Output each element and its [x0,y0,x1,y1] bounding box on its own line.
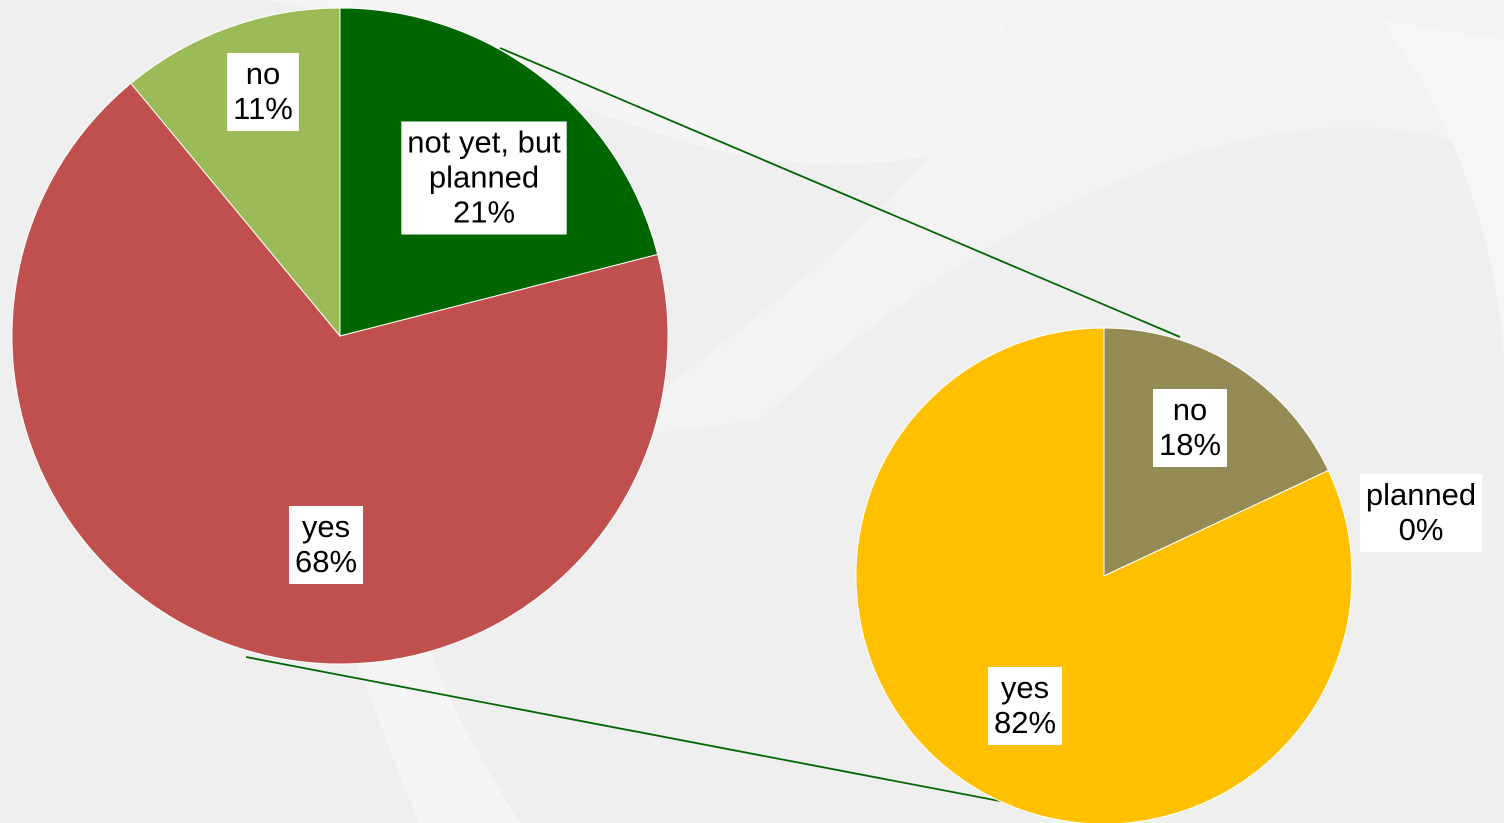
connector-line-top [499,47,1181,338]
slice-value-label: 0% [1399,512,1444,547]
primary-pie-slice-yes [11,82,669,665]
slice-category-label: planned [429,160,539,195]
slice-value-label: 21% [453,195,515,230]
slice-value-label: 11% [233,91,293,126]
slice-value-label: 82% [994,705,1056,740]
slice-value-label: 68% [295,544,357,579]
slice-value-label: 18% [1159,427,1221,462]
connector-line-bottom [245,656,1011,804]
slice-category-label: yes [1001,670,1049,705]
slice-category-label: yes [302,509,350,544]
secondary-pie-slice-yes [855,327,1353,823]
slice-category-label: no [246,56,280,91]
slice-category-label: not yet, but [407,125,561,160]
slice-category-label: planned [1366,477,1476,512]
slice-category-label: no [1173,392,1207,427]
